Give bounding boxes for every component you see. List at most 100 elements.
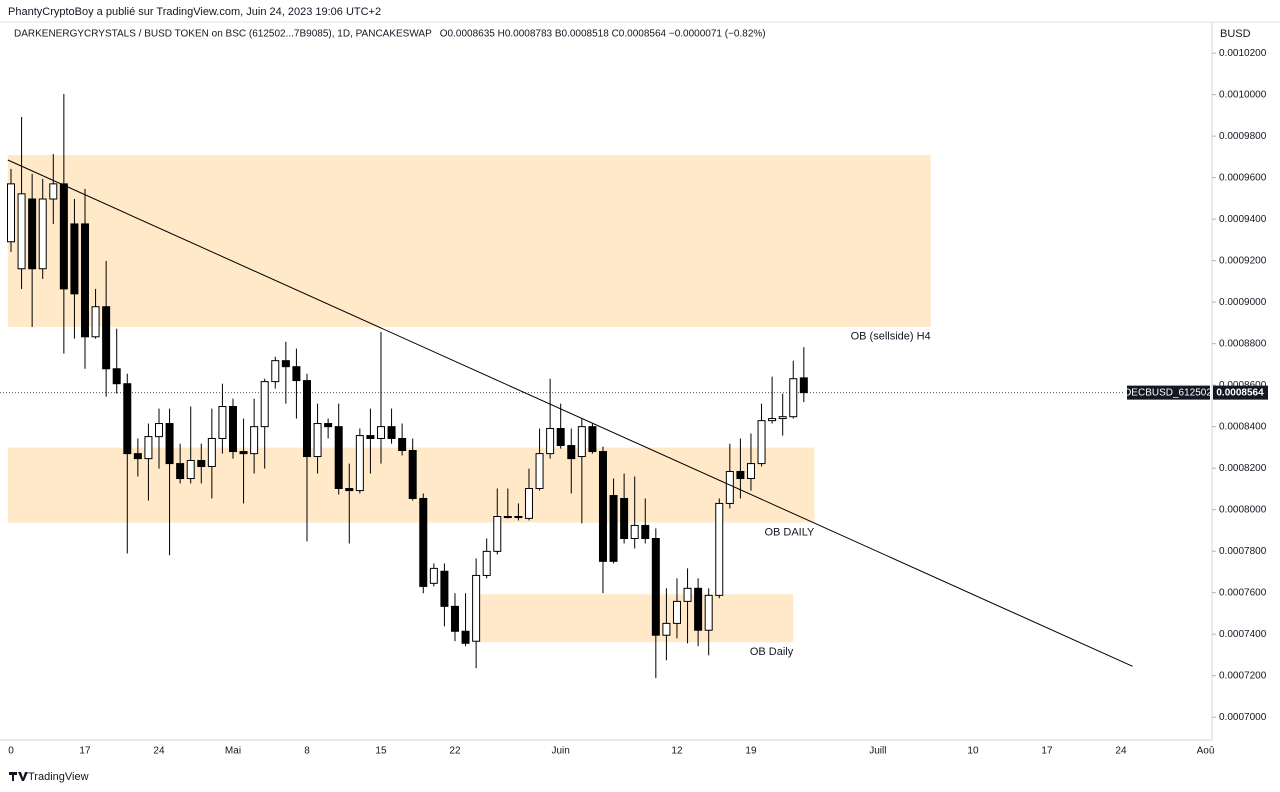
ohlc-values: O0.0008635 H0.0008783 B0.0008518 C0.0008…: [440, 29, 766, 40]
x-tick-label: 22: [449, 746, 461, 757]
y-tick-label: 0.0008800: [1219, 338, 1267, 349]
candle-body-up: [683, 587, 692, 602]
candle-body-down: [503, 516, 512, 519]
candle-body-down: [239, 451, 248, 455]
y-tick-label: 0.0009800: [1219, 131, 1267, 142]
candle-body-up: [778, 416, 787, 420]
candle-body-down: [440, 570, 449, 607]
candle-body-down: [736, 470, 745, 480]
candle-body-up: [186, 459, 195, 480]
candle-body-up: [546, 428, 555, 455]
candle-body-up: [260, 381, 269, 428]
publisher-line: PhantyCryptoBoy a publié sur TradingView…: [8, 6, 381, 18]
candle-body-up: [535, 453, 544, 489]
candle-body-down: [366, 435, 375, 439]
plot: [0, 94, 1212, 679]
y-tick-label: 0.0009600: [1219, 172, 1267, 183]
candle-body-down: [641, 524, 650, 540]
trendline: [7, 159, 1133, 667]
candle-body-down: [694, 587, 703, 631]
candle-body-down: [609, 495, 618, 562]
candle-body-down: [408, 450, 417, 499]
candle-body-up: [472, 574, 481, 642]
symbol-tag-bg: [1127, 385, 1210, 400]
candle-body-down: [598, 451, 607, 562]
candle-body-up: [482, 550, 491, 576]
y-tick-label: 0.0008200: [1219, 463, 1267, 474]
candle-body-down: [176, 463, 185, 480]
x-tick-label: 0: [8, 746, 14, 757]
candle-body-down: [80, 223, 89, 338]
candle-body-down: [197, 459, 206, 467]
candle-body-down: [387, 426, 396, 439]
candle-body-up: [7, 183, 15, 243]
candle-body-down: [334, 426, 343, 489]
candle-body-up: [144, 436, 153, 460]
y-tick-label: 0.0009000: [1219, 297, 1267, 308]
candle-body-up: [38, 198, 47, 270]
x-tick-label: 10: [967, 746, 979, 757]
candle-body-up: [768, 418, 777, 422]
candle-body-up: [704, 594, 713, 631]
candle-body-down: [59, 183, 68, 290]
candle-body-down: [461, 630, 470, 644]
x-tick-label: 24: [153, 746, 165, 757]
zones: [7, 155, 931, 643]
y-tick-label: 0.0007600: [1219, 587, 1267, 598]
x-tick-label: 12: [671, 746, 683, 757]
candle-body-down: [651, 538, 660, 636]
y-tick-label: 0.0010200: [1219, 48, 1267, 59]
y-tick-label: 0.0008000: [1219, 504, 1267, 515]
candle-body-down: [398, 437, 407, 452]
y-tick-label: 0.0007800: [1219, 546, 1267, 557]
candle-body-up: [250, 426, 259, 455]
x-tick-label: 15: [375, 746, 387, 757]
candle-body-up: [313, 423, 322, 458]
zone-label: OB Daily: [750, 646, 794, 658]
candle-body-down: [228, 406, 237, 453]
order-block-zone: [7, 155, 931, 327]
candle-body-up: [672, 600, 681, 624]
axis-unit: BUSD: [1220, 28, 1251, 40]
candle-body-up: [154, 423, 163, 438]
candle-body-down: [112, 368, 121, 385]
y-tick-label: 0.0007200: [1219, 670, 1267, 681]
x-tick-label: Mai: [225, 746, 241, 757]
y-tick-label: 0.0010000: [1219, 89, 1267, 100]
candle-body-down: [302, 380, 311, 458]
x-tick-label: 17: [1041, 746, 1053, 757]
y-tick-label: 0.0008400: [1219, 421, 1267, 432]
candle-body-up: [630, 524, 639, 540]
x-tick-label: Juill: [869, 746, 886, 757]
y-tick-label: 0.0007000: [1219, 712, 1267, 723]
candle-body-up: [271, 360, 280, 383]
candle-body-up: [493, 516, 502, 552]
chart-title: DARKENERGYCRYSTALS / BUSD TOKEN on BSC (…: [14, 29, 432, 40]
candle-body-up: [715, 502, 724, 596]
y-tick-label: 0.0009200: [1219, 255, 1267, 266]
candle-body-up: [429, 567, 438, 584]
candle-body-down: [588, 426, 597, 453]
candle-body-down: [102, 306, 111, 370]
y-tick-label: 0.0008600: [1219, 380, 1267, 391]
price-tag-bg: [1213, 385, 1268, 400]
candle-body-down: [324, 423, 333, 428]
footer-brand: TradingView: [28, 771, 89, 783]
y-tick-label: 0.0007400: [1219, 629, 1267, 640]
x-tick-label: 24: [1115, 746, 1127, 757]
x-tick-label: Juin: [552, 746, 570, 757]
candle-body-up: [524, 487, 533, 519]
candle-body-down: [70, 223, 79, 295]
candle-body-down: [345, 487, 354, 492]
order-block-zone: [478, 594, 794, 643]
candle-body-down: [799, 377, 808, 394]
candle-body-down: [281, 360, 290, 368]
tradingview-logo: [9, 772, 28, 781]
candle-body-up: [662, 622, 671, 636]
candle-body-up: [207, 437, 216, 467]
candle-body-down: [514, 516, 523, 519]
zone-label: OB DAILY: [764, 526, 815, 538]
candle-body-up: [725, 470, 734, 504]
